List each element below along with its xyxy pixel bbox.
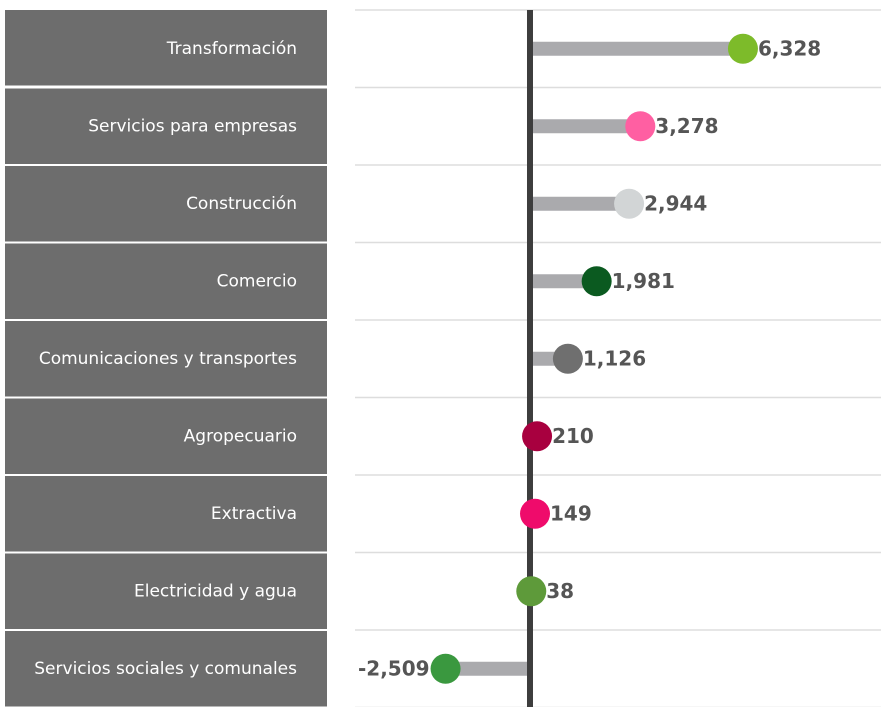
- value-label: 3,278: [655, 114, 718, 138]
- category-label: Transformación: [166, 39, 297, 59]
- category-box: [5, 88, 327, 164]
- bar: [529, 119, 641, 134]
- category-label: Extractiva: [211, 504, 297, 524]
- category-label: Servicios para empresas: [88, 116, 297, 136]
- value-label: 1,981: [612, 269, 675, 293]
- value-label: 6,328: [758, 36, 821, 60]
- category-box: [5, 321, 327, 397]
- dot: [522, 421, 553, 452]
- category-label: Agropecuario: [184, 426, 297, 446]
- dot: [614, 188, 645, 219]
- category-label: Electricidad y agua: [134, 581, 297, 601]
- dot: [581, 266, 612, 297]
- value-label: 38: [546, 579, 574, 603]
- dot: [625, 111, 656, 142]
- category-box: [5, 10, 327, 86]
- value-label: 149: [550, 501, 592, 525]
- category-box: [5, 243, 327, 319]
- dot: [520, 498, 551, 529]
- dot: [516, 576, 547, 607]
- category-box: [5, 398, 327, 474]
- dot: [552, 343, 583, 374]
- value-label: -2,509: [358, 656, 430, 680]
- value-label: 1,126: [583, 346, 646, 370]
- category-box: [5, 631, 327, 707]
- dot: [430, 653, 461, 684]
- category-label: Construcción: [186, 194, 297, 214]
- bar: [529, 274, 597, 289]
- category-label: Servicios sociales y comunales: [34, 659, 297, 679]
- category-label: Comercio: [217, 271, 297, 291]
- category-box: [5, 166, 327, 242]
- category-box: [5, 476, 327, 552]
- bar: [445, 661, 530, 676]
- category-label: Comunicaciones y transportes: [39, 349, 297, 369]
- bar: [529, 41, 743, 56]
- value-label: 210: [552, 424, 594, 448]
- bar: [529, 196, 630, 211]
- value-label: 2,944: [644, 191, 707, 215]
- category-box: [5, 553, 327, 629]
- dot: [727, 33, 758, 64]
